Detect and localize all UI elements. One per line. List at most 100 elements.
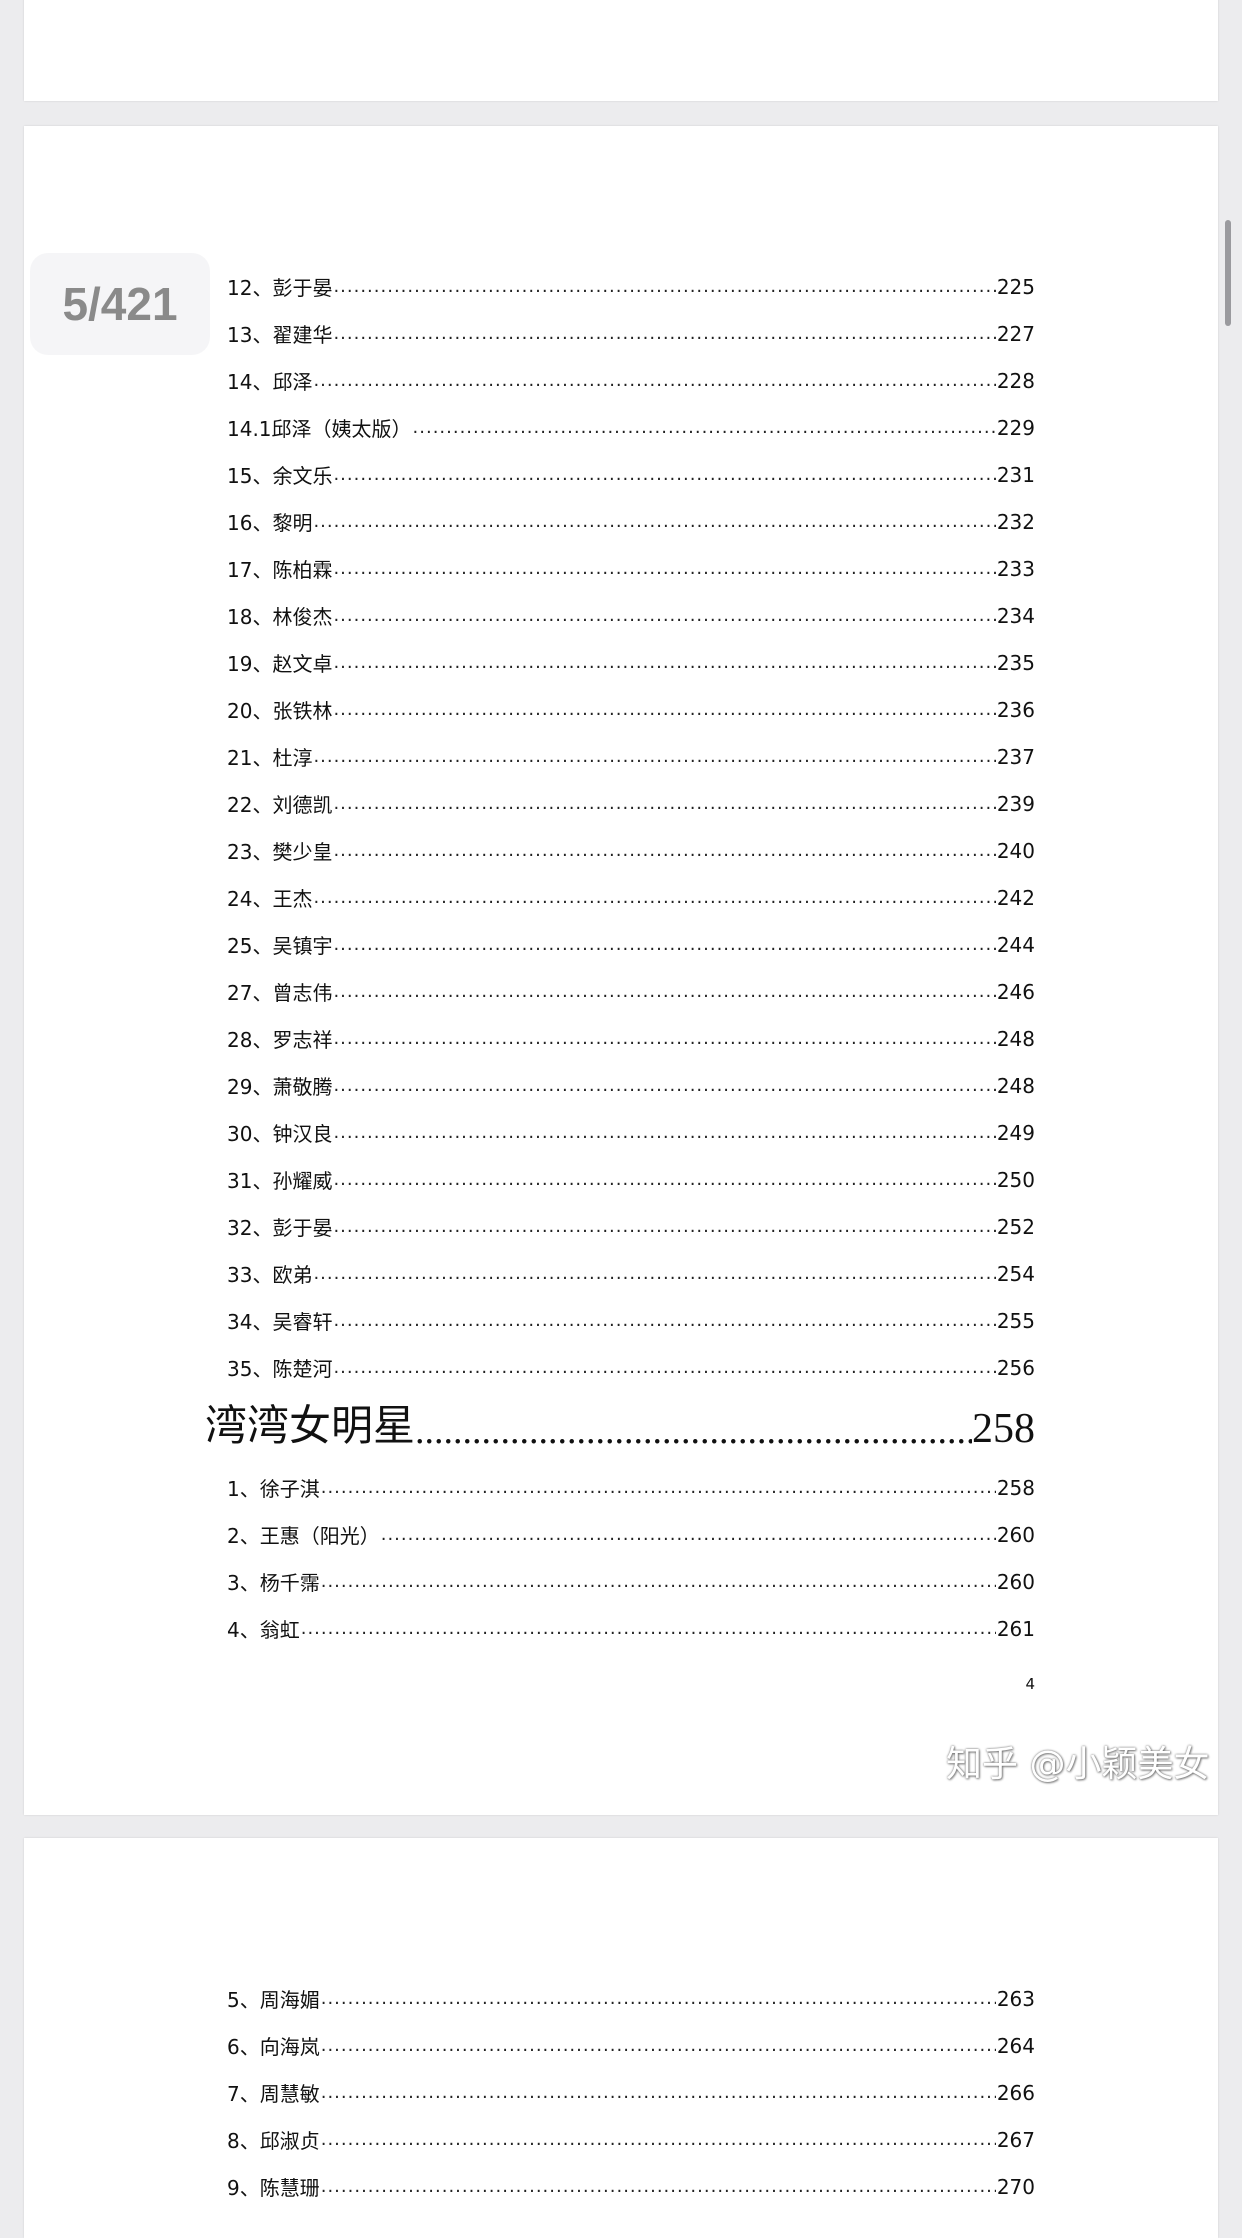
toc-entry[interactable]: 1、徐子淇...................................… [227, 1464, 1035, 1511]
dot-leader: ........................................… [333, 276, 996, 297]
toc-list: 5、周海媚...................................… [227, 1975, 1035, 2210]
dot-leader: ........................................… [320, 1571, 996, 1592]
entry-title: 17、陈柏霖 [227, 558, 333, 582]
entry-title: 21、杜淳 [227, 746, 313, 770]
toc-entry[interactable]: 28、罗志祥..................................… [227, 1015, 1035, 1062]
entry-title: 14.1邱泽（姨太版） [227, 417, 412, 441]
entry-title: 19、赵文卓 [227, 652, 333, 676]
toc-entry[interactable]: 19、赵文卓..................................… [227, 639, 1035, 686]
dot-leader: ........................................… [333, 464, 996, 485]
entry-page: 229 [996, 415, 1035, 440]
dot-leader: ........................................… [313, 887, 995, 908]
entry-title: 31、孙耀威 [227, 1169, 333, 1193]
entry-page: 239 [996, 791, 1035, 816]
dot-leader: ........................................… [333, 793, 996, 814]
entry-page: 266 [996, 2080, 1035, 2105]
entry-page: 227 [996, 321, 1035, 346]
dot-leader: ........................................… [320, 1477, 996, 1498]
entry-title: 6、向海岚 [227, 2035, 320, 2059]
dot-leader: ........................................… [320, 2176, 996, 2197]
entry-title: 25、吴镇宇 [227, 934, 333, 958]
toc-entry[interactable]: 18、林俊杰..................................… [227, 592, 1035, 639]
entry-page: 255 [996, 1308, 1035, 1333]
entry-title: 3、杨千霈 [227, 1571, 320, 1595]
entry-page: 244 [996, 932, 1035, 957]
toc-entry[interactable]: 14、邱泽...................................… [227, 357, 1035, 404]
dot-leader: ........................................… [333, 934, 996, 955]
entry-page: 270 [996, 2174, 1035, 2199]
toc-entry[interactable]: 30、钟汉良..................................… [227, 1109, 1035, 1156]
toc-entry[interactable]: 15、余文乐..................................… [227, 451, 1035, 498]
toc-entry[interactable]: 24、王杰...................................… [227, 874, 1035, 921]
entry-page: 248 [996, 1026, 1035, 1051]
entry-title: 23、樊少皇 [227, 840, 333, 864]
entry-page: 264 [996, 2033, 1035, 2058]
entry-page: 236 [996, 697, 1035, 722]
toc-entry[interactable]: 8、邱淑贞...................................… [227, 2116, 1035, 2163]
toc-entry[interactable]: 3、杨千霈...................................… [227, 1558, 1035, 1605]
toc-entry[interactable]: 4、翁虹....................................… [227, 1605, 1035, 1652]
entry-page: 260 [996, 1522, 1035, 1547]
toc-entry[interactable]: 23、樊少皇..................................… [227, 827, 1035, 874]
dot-leader: ........................................… [333, 840, 996, 861]
toc-entry[interactable]: 25、吴镇宇..................................… [227, 921, 1035, 968]
toc-entry[interactable]: 27、曾志伟..................................… [227, 968, 1035, 1015]
toc-entry[interactable]: 12、彭于晏..................................… [227, 263, 1035, 310]
toc-entry[interactable]: 16、黎明...................................… [227, 498, 1035, 545]
entry-title: 16、黎明 [227, 511, 313, 535]
toc-entry[interactable]: 14.1邱泽（姨太版）.............................… [227, 404, 1035, 451]
dot-leader: ........................................… [412, 417, 996, 438]
dot-leader: ........................................… [300, 1618, 996, 1639]
toc-entry[interactable]: 20、张铁林..................................… [227, 686, 1035, 733]
dot-leader: ........................................… [333, 981, 996, 1002]
toc-entry[interactable]: 21、杜淳...................................… [227, 733, 1035, 780]
entry-title: 9、陈慧珊 [227, 2176, 320, 2200]
toc-entry[interactable]: 13、翟建华..................................… [227, 310, 1035, 357]
entry-page: 250 [996, 1167, 1035, 1192]
dot-leader: ........................................… [333, 699, 996, 720]
entry-title: 29、萧敬腾 [227, 1075, 333, 1099]
toc-entry[interactable]: 34、吴睿轩..................................… [227, 1297, 1035, 1344]
toc-entry[interactable]: 9、陈慧珊...................................… [227, 2163, 1035, 2210]
entry-title: 32、彭于晏 [227, 1216, 333, 1240]
dot-leader: ........................................… [333, 1216, 996, 1237]
pdf-page-5 [24, 1838, 1218, 2238]
toc-entry[interactable]: 31、孙耀威..................................… [227, 1156, 1035, 1203]
entry-page: 248 [996, 1073, 1035, 1098]
toc-entry[interactable]: 6、向海岚...................................… [227, 2022, 1035, 2069]
entry-title: 27、曾志伟 [227, 981, 333, 1005]
entry-title: 34、吴睿轩 [227, 1310, 333, 1334]
entry-title: 8、邱淑贞 [227, 2129, 320, 2153]
toc-entry[interactable]: 33、欧弟...................................… [227, 1250, 1035, 1297]
toc-entry[interactable]: 22、刘德凯..................................… [227, 780, 1035, 827]
dot-leader: ........................................… [415, 1410, 972, 1452]
entry-page: 225 [996, 274, 1035, 299]
toc-entry[interactable]: 5、周海媚...................................… [227, 1975, 1035, 2022]
entry-page: 242 [996, 885, 1035, 910]
page-number: 4 [1025, 1675, 1035, 1693]
pdf-page-3 [24, 0, 1218, 101]
dot-leader: ........................................… [320, 1988, 996, 2009]
toc-section-heading[interactable]: 湾湾女明星 ..................................… [205, 1391, 1035, 1453]
pdf-page-4 [24, 126, 1218, 1815]
entry-page: 249 [996, 1120, 1035, 1145]
entry-title: 20、张铁林 [227, 699, 333, 723]
entry-page: 246 [996, 979, 1035, 1004]
dot-leader: ........................................… [333, 605, 996, 626]
toc-entry[interactable]: 17、陈柏霖..................................… [227, 545, 1035, 592]
entry-page: 231 [996, 462, 1035, 487]
toc-entry[interactable]: 2、王惠（阳光）................................… [227, 1511, 1035, 1558]
dot-leader: ........................................… [313, 511, 995, 532]
toc-entry[interactable]: 7、周慧敏...................................… [227, 2069, 1035, 2116]
toc-entry[interactable]: 35、陈楚河..................................… [227, 1344, 1035, 1391]
entry-title: 14、邱泽 [227, 370, 313, 394]
toc-entry[interactable]: 32、彭于晏..................................… [227, 1203, 1035, 1250]
toc-entry[interactable]: 29、萧敬腾..................................… [227, 1062, 1035, 1109]
entry-title: 7、周慧敏 [227, 2082, 320, 2106]
scrollbar[interactable] [1225, 220, 1231, 326]
entry-title: 1、徐子淇 [227, 1477, 320, 1501]
entry-title: 28、罗志祥 [227, 1028, 333, 1052]
dot-leader: ........................................… [333, 1169, 996, 1190]
entry-title: 5、周海媚 [227, 1988, 320, 2012]
dot-leader: ........................................… [333, 1075, 996, 1096]
